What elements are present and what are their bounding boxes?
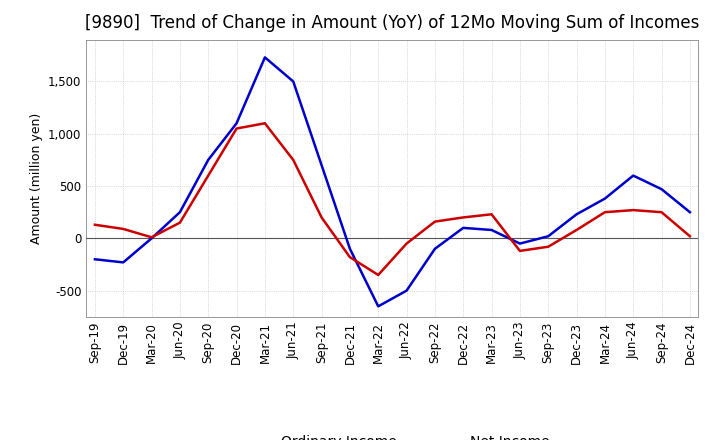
Net Income <box>233 126 241 131</box>
Ordinary Income <box>402 288 411 293</box>
Ordinary Income <box>346 246 354 251</box>
Ordinary Income <box>487 227 496 233</box>
Net Income <box>459 215 467 220</box>
Net Income <box>402 241 411 246</box>
Line: Ordinary Income: Ordinary Income <box>95 57 690 306</box>
Ordinary Income <box>657 187 666 192</box>
Ordinary Income <box>176 209 184 215</box>
Ordinary Income <box>204 157 212 162</box>
Title: [9890]  Trend of Change in Amount (YoY) of 12Mo Moving Sum of Incomes: [9890] Trend of Change in Amount (YoY) o… <box>85 15 700 33</box>
Net Income <box>374 272 382 278</box>
Ordinary Income <box>289 79 297 84</box>
Net Income <box>204 173 212 178</box>
Net Income <box>318 215 326 220</box>
Net Income <box>176 220 184 225</box>
Ordinary Income <box>516 241 524 246</box>
Net Income <box>685 234 694 239</box>
Ordinary Income <box>318 162 326 168</box>
Net Income <box>431 219 439 224</box>
Net Income <box>289 157 297 162</box>
Ordinary Income <box>459 225 467 231</box>
Ordinary Income <box>119 260 127 265</box>
Ordinary Income <box>544 234 552 239</box>
Y-axis label: Amount (million yen): Amount (million yen) <box>30 113 42 244</box>
Net Income <box>516 248 524 253</box>
Net Income <box>544 244 552 249</box>
Legend: Ordinary Income, Net Income: Ordinary Income, Net Income <box>230 429 555 440</box>
Ordinary Income <box>374 304 382 309</box>
Ordinary Income <box>600 196 609 201</box>
Ordinary Income <box>233 121 241 126</box>
Net Income <box>346 254 354 260</box>
Ordinary Income <box>685 209 694 215</box>
Net Income <box>600 209 609 215</box>
Net Income <box>148 235 156 240</box>
Net Income <box>629 208 637 213</box>
Ordinary Income <box>261 55 269 60</box>
Net Income <box>572 227 581 233</box>
Ordinary Income <box>148 236 156 241</box>
Line: Net Income: Net Income <box>95 123 690 275</box>
Net Income <box>91 222 99 227</box>
Ordinary Income <box>629 173 637 178</box>
Net Income <box>261 121 269 126</box>
Net Income <box>119 226 127 231</box>
Ordinary Income <box>431 246 439 251</box>
Net Income <box>657 209 666 215</box>
Ordinary Income <box>572 212 581 217</box>
Ordinary Income <box>91 257 99 262</box>
Net Income <box>487 212 496 217</box>
